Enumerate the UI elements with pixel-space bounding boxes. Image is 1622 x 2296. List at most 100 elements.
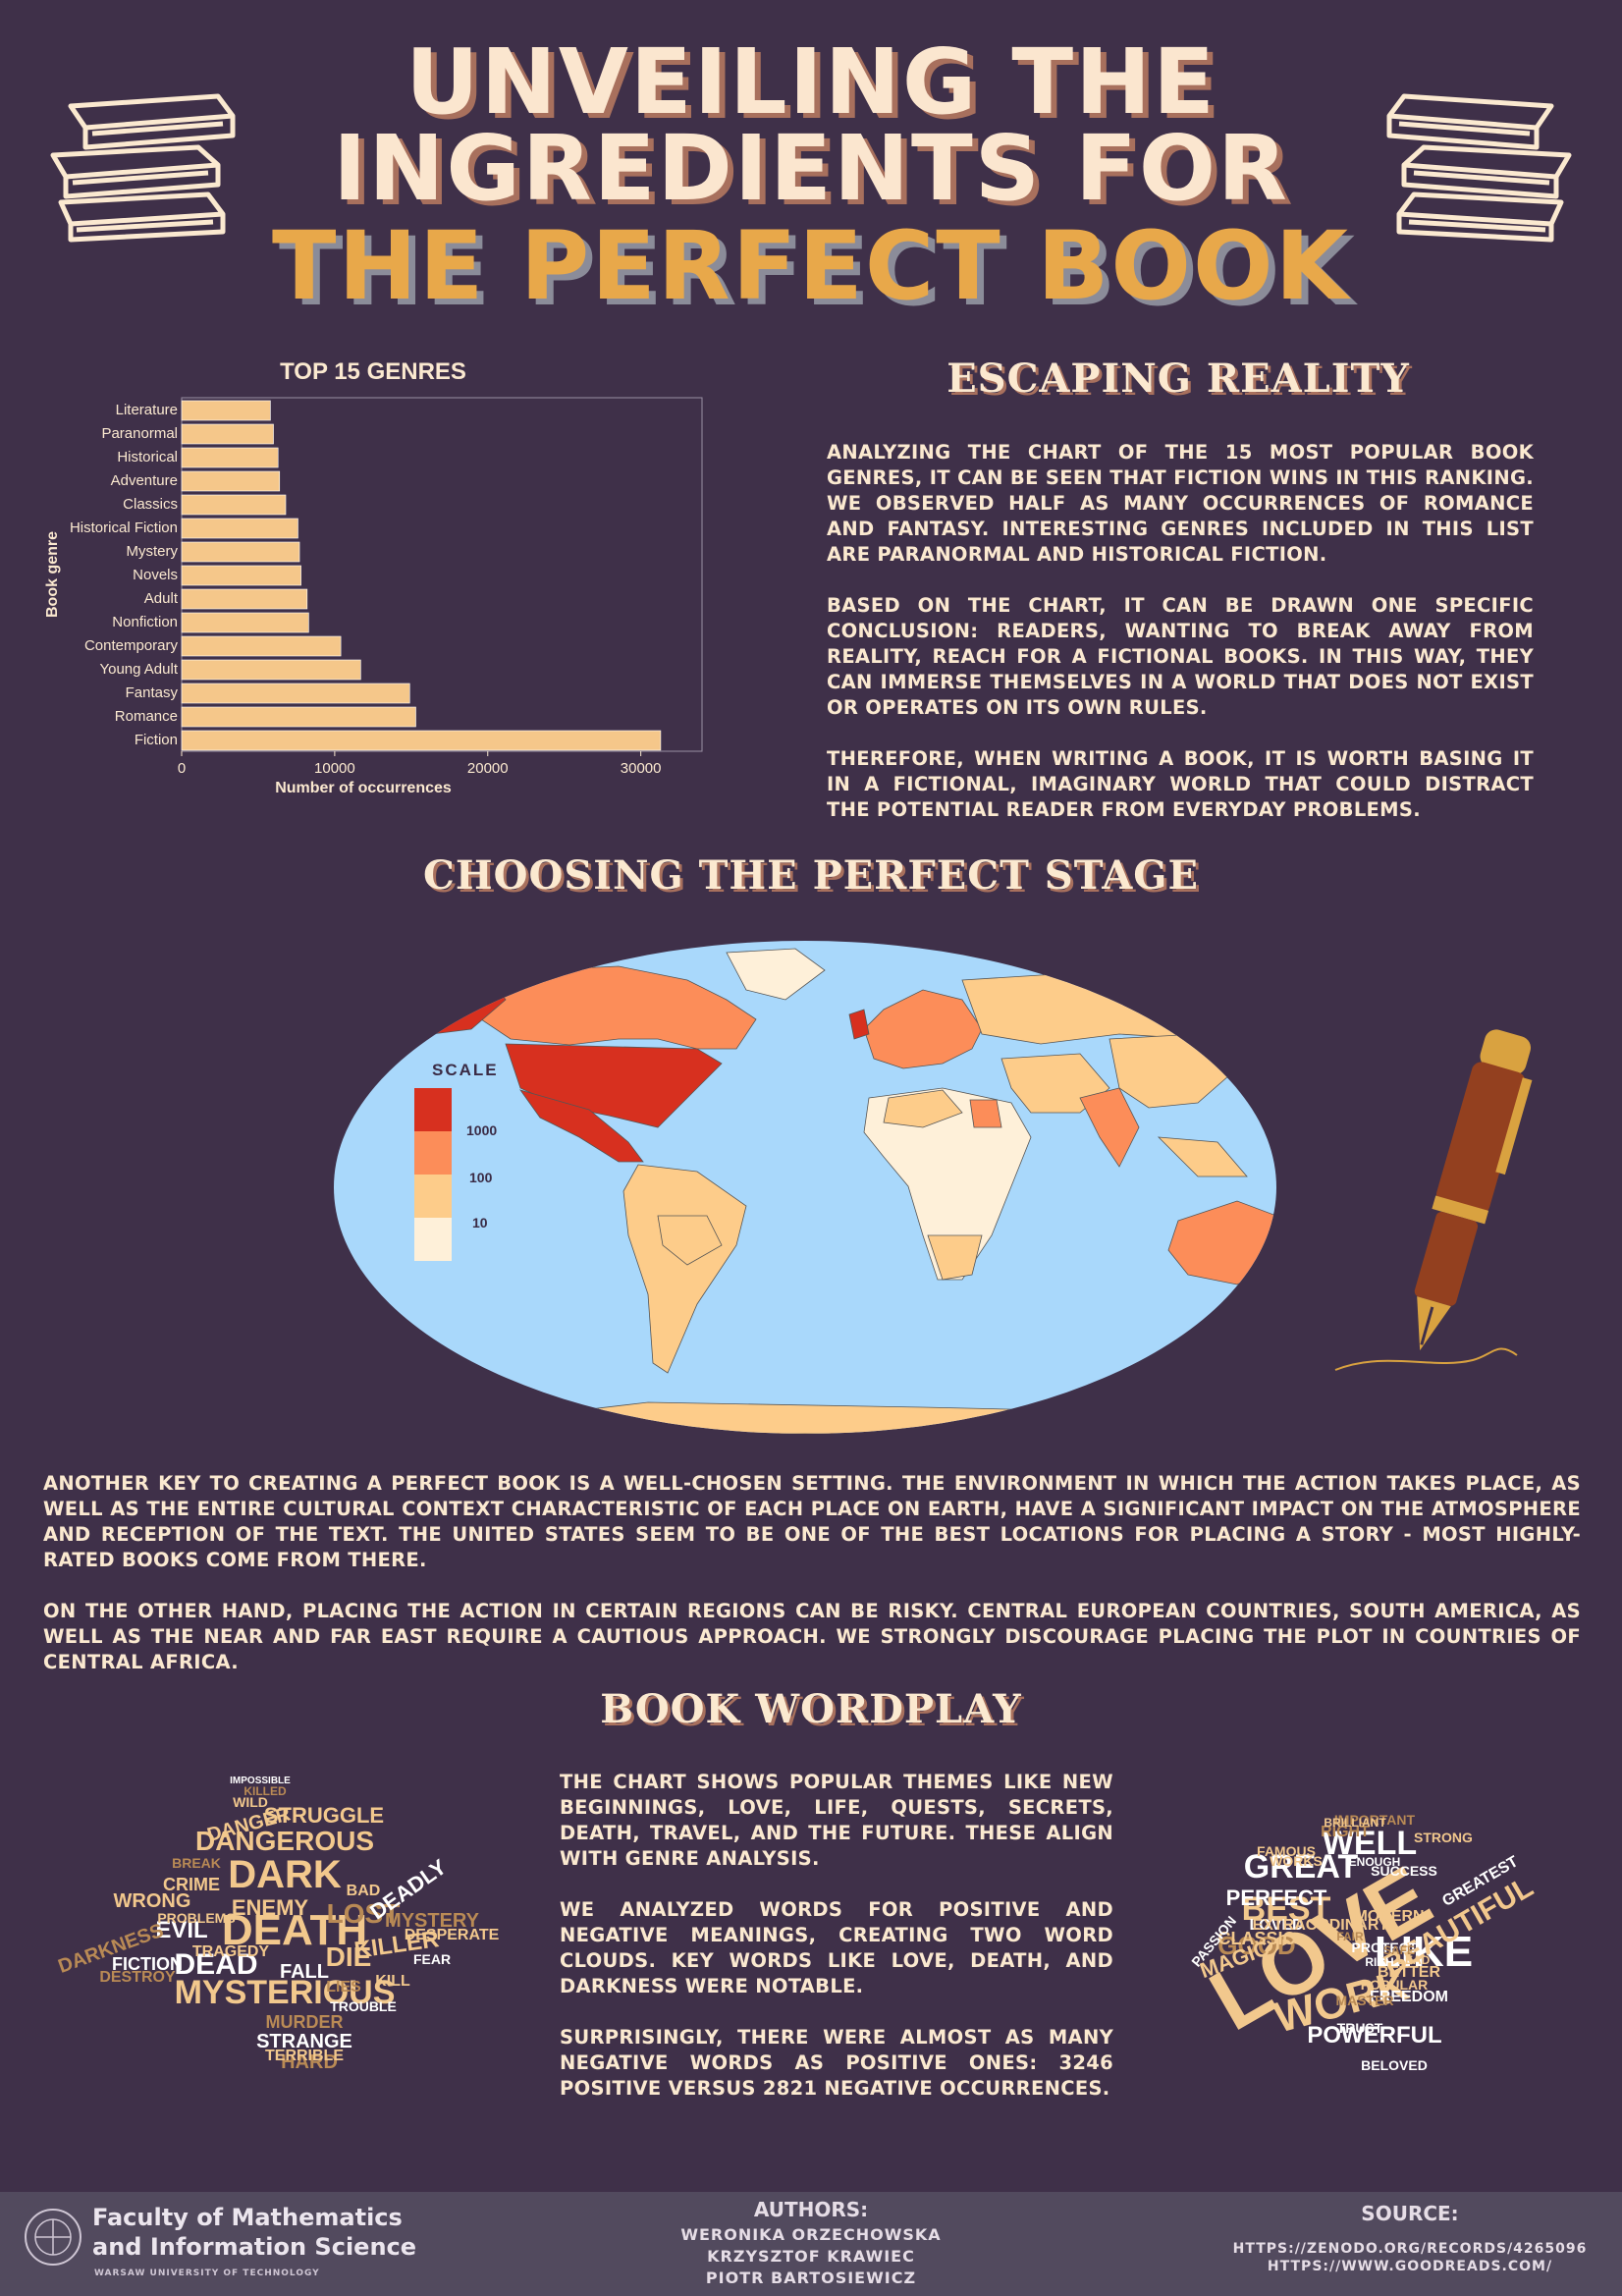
wordplay-text: The chart shows popular themes like new … <box>560 1770 1113 2127</box>
scale-label-10: 10 <box>472 1215 488 1230</box>
cloud-word: WELL <box>1323 1825 1417 1862</box>
scale-label-1000: 1000 <box>466 1122 497 1138</box>
source-label: SOURCE: <box>1361 2202 1459 2225</box>
map-southeast-asia <box>1157 1136 1248 1177</box>
bar-literature <box>181 400 271 421</box>
books-stack-icon-right <box>1386 93 1572 243</box>
bar-fiction <box>181 730 662 751</box>
map-japan <box>1246 1038 1272 1089</box>
faculty-logo-icon <box>25 2209 81 2266</box>
cloud-word: EVIL <box>155 1917 207 1943</box>
cloud-word: BELOVED <box>1361 2057 1428 2073</box>
x-tick-label: 20000 <box>467 760 509 777</box>
source-link-1[interactable]: HTTPS://ZENODO.ORG/RECORDS/4265096 <box>1232 2241 1588 2257</box>
cloud-word: MYSTERIOUS <box>175 1974 396 2011</box>
cloud-word: DEATH <box>222 1906 367 1954</box>
map-uk <box>848 1009 870 1040</box>
cloud-word: FEAR <box>413 1951 451 1967</box>
category-label: Adult <box>144 590 179 607</box>
author-3: PIOTR BARTOSIEWICZ <box>705 2269 917 2287</box>
y-axis-label: Book genre <box>44 531 61 618</box>
cloud-word: ENEMY <box>232 1895 309 1920</box>
stage-paragraph-2: On the other hand, placing the action in… <box>43 1600 1581 1673</box>
wordplay-paragraph-2: We analyzed words for positive and negat… <box>560 1898 1113 1997</box>
map-europe <box>863 989 983 1069</box>
cloud-word: LIKE <box>1375 1928 1473 1976</box>
cloud-word: EXTRAORDINARY <box>1253 1917 1389 1934</box>
cloud-word: BAD <box>347 1883 381 1899</box>
cloud-word: STRUGGLE <box>264 1803 384 1828</box>
bar-novels <box>181 565 301 586</box>
category-label: Nonfiction <box>112 614 178 630</box>
bar-paranormal <box>181 423 274 445</box>
bar-nonfiction <box>181 612 309 633</box>
world-map: SCALE 1000 100 10 <box>334 941 1276 1434</box>
bar-classics <box>181 494 287 516</box>
stage-paragraph-1: Another key to creating a perfect book i… <box>43 1472 1581 1571</box>
category-label: Contemporary <box>84 637 179 654</box>
cloud-word: BRILLIANT <box>1324 1816 1386 1830</box>
cloud-word: IMPORTANT <box>1334 1812 1416 1828</box>
scale-title: SCALE <box>432 1061 499 1079</box>
cloud-word: TRUST <box>1337 2020 1383 2036</box>
cloud-word: DESTROY <box>99 1969 176 1986</box>
cloud-word: CLASSIC <box>1217 1929 1295 1948</box>
map-brazil <box>657 1215 723 1266</box>
title-line-2: INGREDIENTS FOR <box>333 116 1289 221</box>
cloud-word: POPULAR <box>1361 1977 1428 1993</box>
source-link-2[interactable]: HTTPS://WWW.GOODREADS.COM/ <box>1267 2259 1553 2274</box>
escaping-paragraph-1: Analyzing the chart of the 15 most popul… <box>827 441 1534 566</box>
cloud-word: LIES <box>326 1979 361 1995</box>
map-mexico <box>519 1089 644 1163</box>
bar-young-adult <box>181 659 361 681</box>
map-russia <box>961 969 1248 1045</box>
bar-mystery <box>181 541 300 563</box>
bar-historical <box>181 447 279 468</box>
wordplay-paragraph-3: Surprisingly, there were almost as many … <box>560 2026 1113 2100</box>
bar-fantasy <box>181 683 410 704</box>
category-label: Fantasy <box>126 684 179 701</box>
cloud-word: WORKS <box>1270 1853 1323 1869</box>
escaping-text: Analyzing the chart of the 15 most popul… <box>827 440 1534 848</box>
category-label: Paranormal <box>101 425 178 442</box>
author-2: KRZYSZTOF KRAWIEC <box>707 2247 915 2266</box>
escaping-paragraph-2: Based on the chart, it can be drawn one … <box>827 594 1534 719</box>
faculty-name-line-2: and Information Science <box>92 2233 417 2261</box>
cloud-word: BETTER <box>1378 1964 1440 1981</box>
chart-title: TOP 15 GENRES <box>280 358 466 385</box>
scale-swatch-1 <box>414 1218 452 1261</box>
category-label: Mystery <box>127 543 179 560</box>
genre-chart: TOP 15 GENRES Literature Paranormal Histori… <box>0 354 746 845</box>
x-tick-label: 0 <box>178 760 186 777</box>
cloud-word: MASTER <box>1335 1993 1393 2008</box>
cloud-word: STRANGE <box>256 2031 352 2052</box>
cloud-word: KILLED <box>243 1784 287 1798</box>
cloud-word: MODERN <box>1354 1908 1424 1925</box>
author-1: WERONIKA ORZECHOWSKA <box>680 2225 942 2244</box>
cloud-word: RIGHT <box>1321 1824 1370 1840</box>
cloud-word: TROUBLE <box>330 1998 397 2014</box>
cloud-word: PROTECT <box>1352 1940 1418 1955</box>
wordplay-heading: BOOK WORDPLAY <box>600 1686 1022 1732</box>
category-label: Young Adult <box>99 661 178 678</box>
cloud-word: WILD <box>233 1794 268 1810</box>
map-north-africa <box>883 1089 963 1128</box>
cloud-word: HARD <box>281 2051 338 2073</box>
category-label: Historical <box>117 449 178 465</box>
negative-word-cloud: DEATH DARK MYSTERIOUS DANGEROUS DEAD EVIL LOST… <box>55 1776 499 2073</box>
scale-swatch-100 <box>414 1131 452 1175</box>
cloud-word: LOST <box>327 1898 401 1929</box>
books-stack-icon-left <box>50 93 236 243</box>
map-south-america <box>622 1164 747 1374</box>
bar-adult <box>181 588 308 610</box>
map-egypt <box>969 1099 1002 1128</box>
map-india <box>1079 1087 1140 1168</box>
cloud-word: DANGEROUS <box>195 1826 374 1856</box>
bar-historical-fiction <box>181 518 298 539</box>
university-name: WARSAW UNIVERSITY OF TECHNOLOGY <box>94 2269 320 2278</box>
cloud-word: GREAT <box>1244 1848 1359 1886</box>
bar-contemporary <box>181 635 342 657</box>
cloud-word: PERFECT <box>1226 1886 1327 1910</box>
cloud-word: FAIR <box>1336 1930 1364 1943</box>
faculty-name-line-1: Faculty of Mathematics <box>92 2204 403 2231</box>
